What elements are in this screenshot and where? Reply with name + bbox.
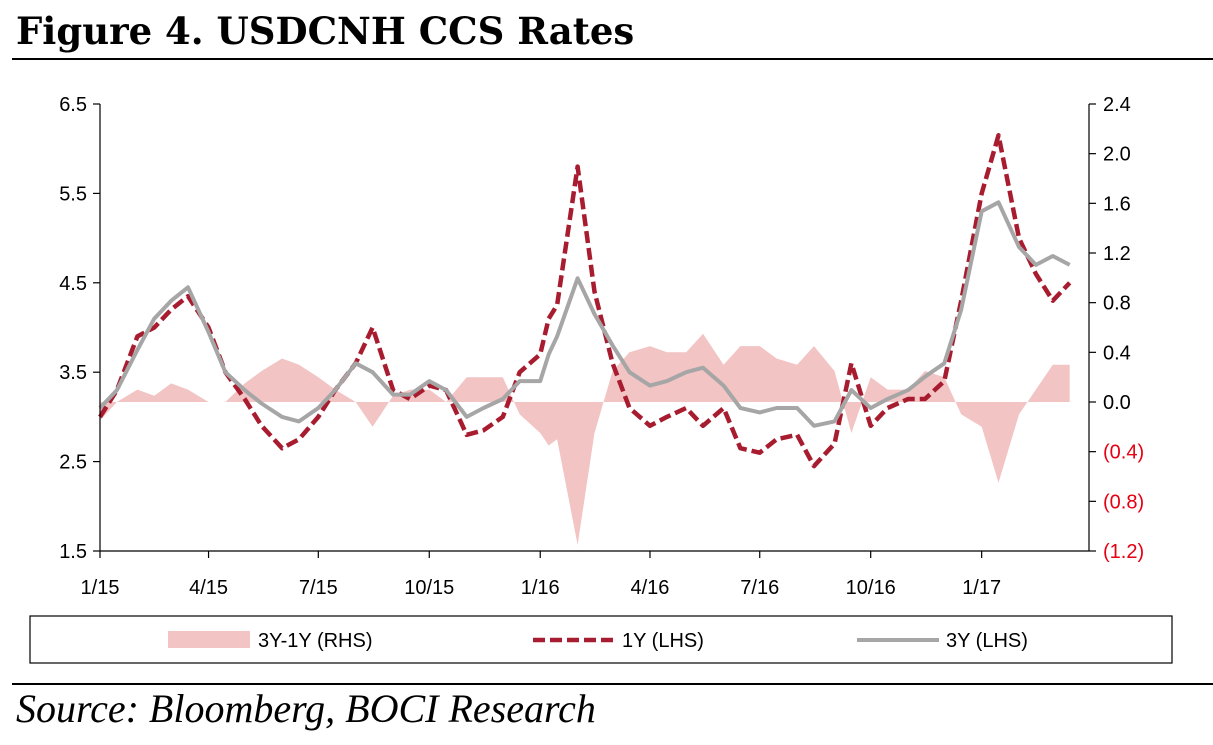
right-tick-label: 0.8 [1103, 293, 1131, 315]
axes-layer: 1.5 2.5 3.5 4.5 5.5 6.5 (1.2) (0.8) (0.4) 0.0 0.4 0… [59, 94, 1144, 599]
series-3y-line [98, 200, 1071, 428]
x-tick-label: 1/17 [962, 577, 1001, 599]
series-spread-area [100, 333, 1070, 545]
right-tick-label: 2.0 [1103, 144, 1131, 166]
legend-swatch-spread [168, 631, 250, 648]
legend-label: 1Y (LHS) [622, 630, 704, 652]
legend-label: 3Y-1Y (RHS) [258, 630, 373, 652]
left-tick-label: 6.5 [59, 94, 87, 116]
right-tick-label: 2.4 [1103, 94, 1131, 116]
right-tick-label: 1.2 [1103, 243, 1131, 265]
legend: 3Y-1Y (RHS) 1Y (LHS) 3Y (LHS) [29, 615, 1173, 664]
spread-area-layer [100, 333, 1070, 545]
x-tick-label: 1/15 [81, 577, 120, 599]
left-tick-label: 2.5 [59, 452, 87, 474]
right-tick-label: (1.2) [1103, 541, 1144, 563]
left-tick-label: 4.5 [59, 273, 87, 295]
rate-lines-layer [98, 133, 1072, 469]
x-tick-label: 10/15 [404, 577, 454, 599]
right-tick-label: 0.4 [1103, 342, 1131, 364]
series-1y-line [98, 133, 1072, 469]
right-tick-label: 1.6 [1103, 193, 1131, 215]
left-tick-label: 5.5 [59, 183, 87, 205]
x-tick-label: 4/16 [631, 577, 670, 599]
right-tick-label: (0.8) [1103, 491, 1144, 513]
legend-label: 3Y (LHS) [946, 630, 1028, 652]
right-tick-label: 0.0 [1103, 392, 1131, 414]
source-note: Source: Bloomberg, BOCI Research [16, 686, 596, 731]
x-tick-label: 1/16 [521, 577, 560, 599]
title-rule [12, 58, 1213, 60]
source-rule [12, 683, 1213, 685]
left-tick-label: 3.5 [59, 362, 87, 384]
figure-title: Figure 4. USDCNH CCS Rates [16, 9, 635, 53]
x-tick-label: 7/15 [299, 577, 338, 599]
right-tick-label: (0.4) [1103, 442, 1144, 464]
left-tick-label: 1.5 [59, 541, 87, 563]
x-tick-label: 10/16 [846, 577, 896, 599]
x-tick-label: 7/16 [740, 577, 779, 599]
x-tick-label: 4/15 [189, 577, 228, 599]
